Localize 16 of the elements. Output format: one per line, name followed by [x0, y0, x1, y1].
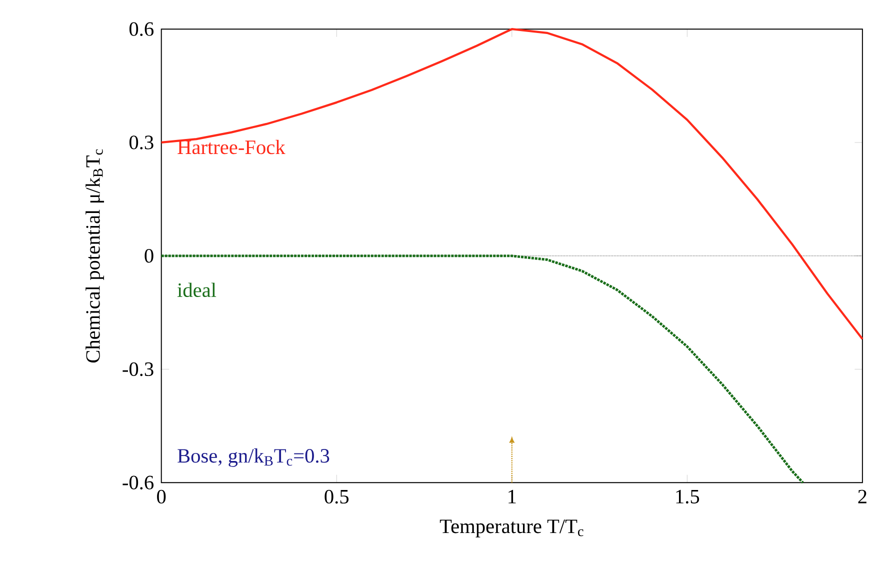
x-tick-label: 1	[508, 490, 516, 504]
y-tick-label: -0.3	[122, 362, 154, 376]
series-label: Hartree-Fock	[178, 140, 286, 154]
y-tick-label: 0.3	[129, 136, 154, 150]
line-series	[160, 28, 864, 340]
x-tick-label: 1.5	[676, 490, 700, 504]
x-tick-label: 2	[858, 490, 866, 504]
series-label: ideal	[177, 282, 216, 298]
x-axis-title: Temperature T/T$_{c}$	[440, 520, 584, 538]
y-tick-label: 0	[144, 249, 154, 263]
y-axis-title: Chemical potential μ/k$_{B}$T$_{c}$	[86, 149, 104, 363]
y-tick-label: 0.6	[129, 22, 154, 36]
x-tick-label: 0.5	[324, 490, 349, 504]
x-tick-label: 0	[157, 490, 166, 504]
y-tick-label: -0.6	[122, 476, 154, 490]
annotation: Bose, gn/k$_{B}$T$_{c}$=0.3	[178, 448, 330, 467]
